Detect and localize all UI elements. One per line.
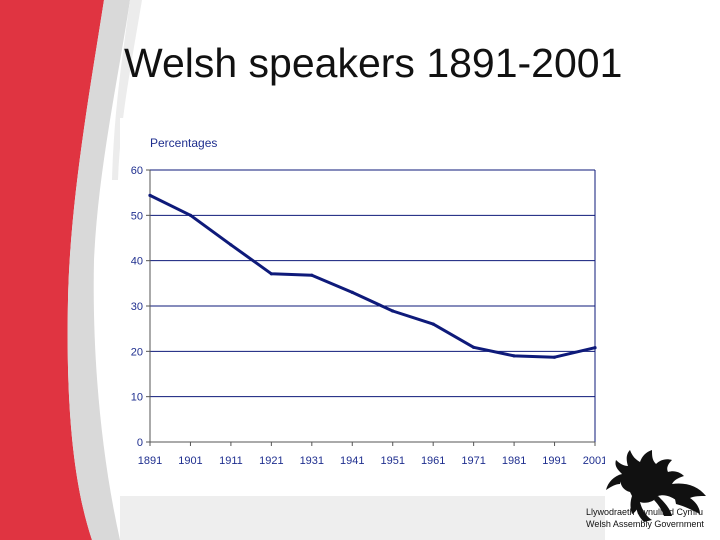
- data-point-1951: [391, 309, 395, 313]
- logo-text-english: Welsh Assembly Government: [586, 519, 704, 529]
- y-tick-label-60: 60: [131, 165, 143, 177]
- data-point-1981: [512, 354, 516, 358]
- data-point-1991: [552, 355, 557, 359]
- logo-text-welsh: Llywodraeth Cynulliad Cymru: [586, 507, 704, 517]
- y-tick-label-40: 40: [131, 256, 143, 268]
- x-tick-label-1901: 1901: [178, 455, 202, 467]
- x-tick-label-1971: 1971: [461, 455, 485, 467]
- y-tick-label-10: 10: [131, 392, 143, 404]
- y-tick-label-50: 50: [131, 210, 143, 222]
- data-point-1931: [310, 273, 314, 277]
- data-point-1911: [229, 243, 233, 247]
- x-tick-label-1911: 1911: [219, 455, 243, 467]
- y-axis-title: Percentages: [150, 136, 217, 150]
- series-layer: [148, 193, 597, 359]
- grey-swoosh: [67, 0, 130, 540]
- welsh-dragon-icon: [606, 450, 706, 522]
- data-point-1901: [188, 213, 193, 217]
- gridlines: [150, 169, 595, 398]
- data-point-1971: [472, 345, 476, 349]
- data-point-1921: [269, 272, 273, 276]
- x-tick-labels: 1891 1901 1911 1921 1931 1941 1951 1961 1971 1981…: [138, 455, 605, 467]
- x-tick-label-1981: 1981: [502, 455, 526, 467]
- x-tick-label-1991: 1991: [542, 455, 566, 467]
- x-tick-label-1891: 1891: [138, 455, 162, 467]
- bottom-shadow: [120, 496, 605, 540]
- x-tick-label-2001: 2001: [583, 455, 605, 467]
- x-tick-label-1951: 1951: [380, 455, 404, 467]
- axes: [146, 169, 596, 446]
- x-tick-label-1961: 1961: [421, 455, 445, 467]
- data-point-2001: [593, 346, 597, 350]
- grey-swoosh-light: [112, 0, 142, 180]
- data-point-1961: [431, 322, 435, 326]
- y-tick-label-0: 0: [137, 437, 143, 449]
- slide-title: Welsh speakers 1891-2001: [124, 40, 623, 86]
- chart-panel: Percentages 0 10 20 30 40 50 60 1891 1901 1911 19…: [120, 118, 605, 496]
- x-tick-label-1941: 1941: [340, 455, 364, 467]
- data-point-1941: [350, 290, 354, 294]
- red-accent-band: [0, 0, 104, 540]
- x-tick-label-1921: 1921: [259, 455, 283, 467]
- y-tick-label-30: 30: [131, 301, 143, 313]
- y-tick-label-20: 20: [131, 346, 143, 358]
- line-chart: Percentages 0 10 20 30 40 50 60 1891 1901 1911 19…: [131, 136, 605, 467]
- y-tick-labels: 0 10 20 30 40 50 60: [131, 165, 143, 449]
- x-tick-label-1931: 1931: [300, 455, 324, 467]
- data-point-1891: [148, 193, 152, 197]
- series-line-1: [148, 193, 597, 359]
